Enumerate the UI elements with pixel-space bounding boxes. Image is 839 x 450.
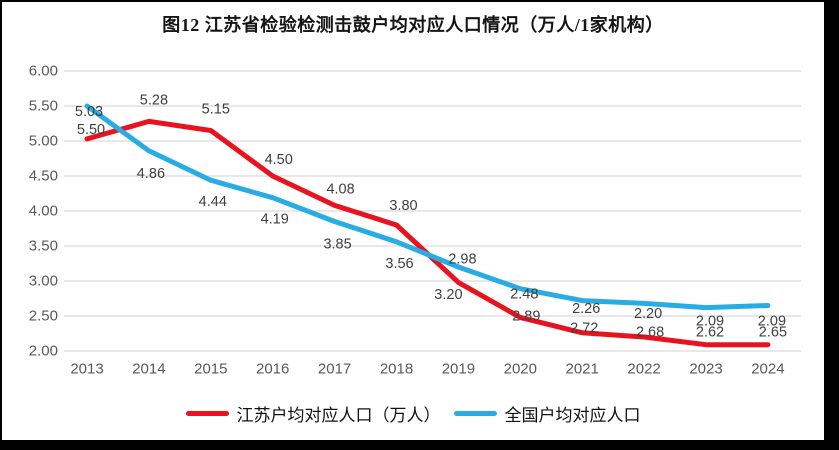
data-label-jiangsu: 2.48 — [510, 286, 538, 302]
data-label-national: 3.85 — [323, 237, 351, 253]
data-label-national: 2.65 — [759, 325, 787, 341]
chart-title: 图12 江苏省检验检测击鼓户均对应人口情况（万人/1家机构） — [162, 15, 664, 35]
data-label-jiangsu: 5.28 — [140, 92, 168, 108]
legend-item-national: 全国户均对应人口 — [453, 401, 641, 426]
data-label-jiangsu: 3.80 — [389, 198, 417, 214]
y-tick-label: 3.00 — [29, 273, 58, 290]
y-tick-label: 3.50 — [29, 238, 58, 255]
y-tick-label: 5.00 — [29, 133, 58, 150]
data-label-national: 4.19 — [261, 212, 289, 228]
series-line-national — [84, 103, 771, 311]
chart-canvas — [2, 2, 824, 440]
legend-label-jiangsu: 江苏户均对应人口（万人） — [236, 406, 441, 425]
data-label-jiangsu: 2.09 — [758, 314, 786, 330]
y-tick-label: 2.50 — [29, 308, 58, 325]
data-label-national: 4.86 — [137, 166, 165, 182]
y-tick-label: 4.50 — [29, 168, 58, 185]
y-tick-label: 5.50 — [29, 98, 58, 115]
x-tick-label: 2018 — [380, 361, 413, 378]
data-label-jiangsu: 4.50 — [265, 152, 293, 168]
series-line-jiangsu — [84, 118, 771, 348]
data-label-national: 4.44 — [199, 194, 227, 210]
national-line-swatch — [453, 411, 497, 416]
x-tick-label: 2013 — [70, 361, 103, 378]
legend: 江苏户均对应人口（万人） 全国户均对应人口 — [2, 401, 824, 426]
data-label-jiangsu: 2.98 — [448, 251, 476, 267]
legend-item-jiangsu: 江苏户均对应人口（万人） — [185, 401, 441, 426]
x-tick-label: 2021 — [566, 361, 599, 378]
data-label-national: 5.50 — [77, 122, 105, 138]
data-label-national: 3.20 — [434, 287, 462, 303]
y-tick-label: 2.00 — [29, 343, 58, 360]
x-tick-label: 2017 — [318, 361, 351, 378]
data-label-jiangsu: 5.15 — [202, 102, 230, 118]
data-label-jiangsu: 2.20 — [634, 306, 662, 322]
data-label-jiangsu: 4.08 — [326, 181, 354, 197]
data-label-national: 3.56 — [385, 256, 413, 272]
data-label-jiangsu: 5.03 — [75, 104, 103, 120]
data-label-national: 2.89 — [512, 309, 540, 325]
x-tick-label: 2015 — [194, 361, 227, 378]
data-label-national: 2.72 — [570, 321, 598, 337]
data-label-national: 2.68 — [636, 324, 664, 340]
data-label-jiangsu: 2.09 — [696, 314, 724, 330]
y-tick-label: 4.00 — [29, 203, 58, 220]
x-tick-label: 2019 — [442, 361, 475, 378]
jiangsu-line-swatch — [185, 411, 229, 416]
x-tick-label: 2024 — [751, 361, 784, 378]
y-tick-label: 6.00 — [29, 63, 58, 80]
legend-label-national: 全国户均对应人口 — [504, 406, 641, 425]
x-tick-label: 2014 — [132, 361, 165, 378]
x-tick-label: 2016 — [256, 361, 289, 378]
x-tick-label: 2022 — [627, 361, 660, 378]
x-tick-label: 2020 — [504, 361, 537, 378]
x-tick-label: 2023 — [689, 361, 722, 378]
data-label-national: 2.62 — [696, 325, 724, 341]
data-label-jiangsu: 2.26 — [572, 301, 600, 317]
